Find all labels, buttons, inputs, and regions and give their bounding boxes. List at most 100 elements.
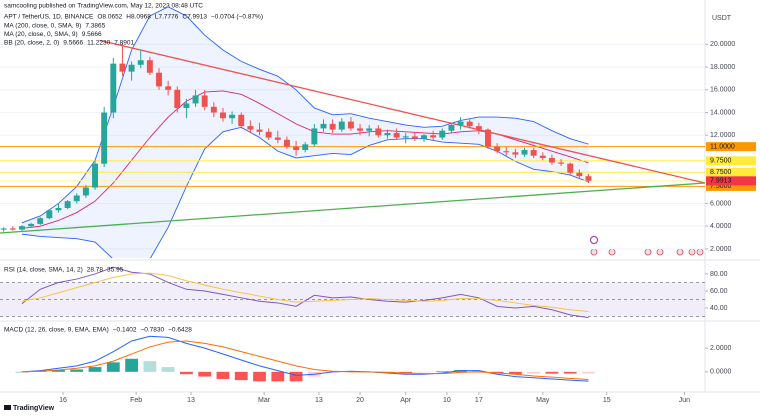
candle-body [137,60,144,65]
candle-body [28,223,35,227]
y-tick-label: 40.00 [710,305,728,312]
legend-text: RSI (14, close, SMA, 14, 2) [4,267,83,274]
candle-body [357,128,364,131]
event-icon [590,248,598,256]
candle-body [576,172,583,177]
unit-label: USDT [712,15,732,22]
candle-body [192,95,199,104]
candle-body [210,106,217,113]
y-tick-label: 16.0000 [710,87,735,94]
candle-body [539,155,546,158]
candle-body [503,151,510,153]
macd-histogram-bar [180,371,193,375]
macd-histogram-bar [198,371,212,377]
bb-upper [21,6,589,224]
macd-histogram-bar [582,371,595,374]
candle-body [384,132,391,136]
y-tick-label: 14.0000 [710,109,735,116]
candle-body [430,135,437,138]
legend-text: O8.0652 [97,14,122,21]
candle-body [366,128,373,131]
indicator-line [21,266,589,319]
candle-body [101,112,108,164]
candle-body [375,128,382,136]
legend-text: C7.9913 [182,14,207,21]
level-label-box [706,142,756,152]
candle-body [110,63,117,113]
indicator-line [21,272,589,313]
macd-histogram-bar [143,361,157,372]
macd-histogram-bar [435,371,449,372]
candle-body [18,226,25,230]
y-tick-label: 18.0000 [710,64,735,71]
plot-area [0,266,705,319]
x-tick-label: Mar [258,397,271,404]
candle-body [585,176,592,181]
candle-body [320,123,327,129]
candle-body [229,114,236,119]
candle-body [548,157,555,163]
candle-body [448,125,455,131]
legend-text: 28.78 [87,267,104,274]
candle-body [466,121,473,127]
event-icon [656,248,664,256]
bb-fill [21,6,589,258]
level-label-box [706,167,756,177]
y-tick-label: 80.00 [710,271,728,278]
y-tick-label: 6.0000 [710,200,732,207]
event-icon [688,248,696,256]
candle-body [393,132,400,138]
legend-text: 11.2230 [87,40,110,47]
event-icon [696,248,704,256]
candle-body [165,86,172,90]
macd-histogram-bar [88,367,102,372]
y-tick-label: 0.0000 [710,369,732,376]
y-tick-label: 2.0000 [710,345,732,352]
macd-histogram-bar [106,362,120,372]
legend-text: L7.7776 [155,14,179,21]
last-price-label: 7.9913 [710,178,732,185]
candle-body [73,195,80,202]
y-tick-label: 60.00 [710,288,728,295]
candle-body [457,121,464,126]
candle-body [485,129,491,147]
legend-text: 9.5666 [63,40,83,47]
macd-histogram-bar [15,371,29,373]
candle-body [411,136,418,139]
macd-histogram-bar [563,371,577,374]
level-label: 9.7500 [710,158,732,165]
legend-text: −0.7830 [140,327,164,334]
candle-body [82,187,89,196]
candle-body [174,89,181,108]
macd-histogram-bar [70,369,84,372]
logo-icon [4,405,11,410]
macd-histogram-bar [472,370,486,372]
legend-text: BB (20, close, 2, 0) [4,40,59,47]
candle-body [128,64,135,72]
legend-text: 35.95 [107,267,124,274]
candle-body [274,137,281,140]
logo: TradingView [13,405,55,412]
macd-histogram-bar [490,371,504,374]
candle-body [439,130,446,138]
candle-body [512,152,519,155]
y-tick-label: 20.0000 [710,41,735,48]
legend-text: H8.0968 [126,14,151,21]
x-tick-label: 13 [187,397,195,404]
macd-histogram-bar [216,371,230,379]
x-tick-label: Jun [679,397,690,404]
plot-area [15,335,595,382]
legend-text: MACD (12, 26, close, 9, EMA, EMA) [4,327,109,334]
level-label-box [706,181,756,191]
candle-body [201,95,208,107]
trendline [0,182,705,234]
candle-body [46,210,53,219]
bb-lower [21,126,589,258]
candle-body [37,218,44,224]
candle-body [64,201,71,208]
event-icon [676,248,684,256]
candle-body [402,136,409,138]
legend-text: −0.6428 [168,327,192,334]
x-tick-label: Feb [130,397,142,404]
